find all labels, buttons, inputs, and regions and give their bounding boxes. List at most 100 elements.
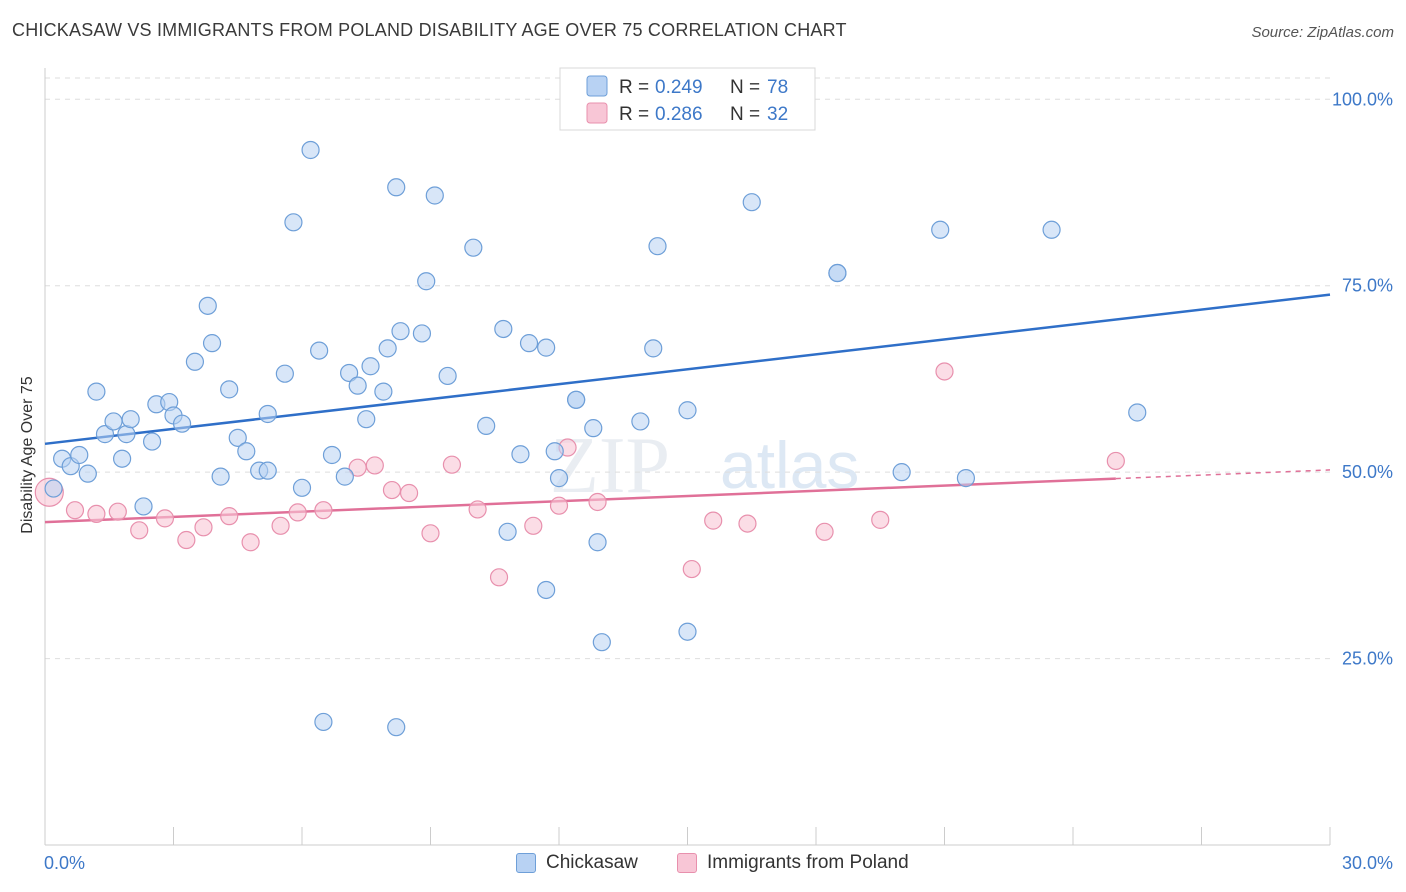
data-point [391, 322, 410, 341]
data-point [211, 467, 230, 486]
data-point [130, 521, 149, 540]
legend-n-value: 78 [767, 77, 788, 98]
data-point [374, 382, 393, 401]
bottom-legend: Chickasaw Immigrants from Poland [0, 852, 1406, 878]
data-point [284, 213, 303, 232]
data-point [399, 483, 419, 503]
data-point [185, 352, 205, 371]
data-point [44, 479, 63, 498]
x-tick-label: 30.0% [1342, 853, 1393, 873]
y-tick-label: 75.0% [1342, 276, 1393, 296]
data-point [738, 514, 757, 533]
data-point [87, 382, 106, 401]
data-point [537, 338, 556, 357]
data-point [425, 186, 444, 205]
data-point [301, 140, 320, 160]
axes [44, 68, 1331, 846]
data-point [228, 428, 247, 447]
y-tick-label: 25.0% [1342, 649, 1393, 669]
data-point [498, 522, 517, 541]
data-point [519, 334, 539, 353]
data-point [468, 500, 487, 519]
legend-r-label: R = [619, 104, 649, 125]
data-point [442, 455, 462, 474]
data-point [387, 718, 406, 737]
data-point [477, 416, 496, 436]
data-point [682, 559, 701, 579]
tick-labels: 25.0% 50.0% 75.0% 100.0% 0.0% 30.0% [44, 89, 1393, 873]
data-point [78, 464, 97, 483]
data-point [357, 410, 376, 429]
bottom-legend-item-poland: Immigrants from Poland [677, 852, 909, 874]
bottom-legend-label: Immigrants from Poland [707, 852, 909, 873]
data-point [241, 533, 260, 552]
data-point [194, 518, 213, 537]
data-point [288, 503, 307, 522]
data-point [935, 362, 954, 381]
data-point [365, 456, 384, 475]
data-point [588, 533, 607, 552]
data-point [956, 469, 976, 488]
legend-swatch-chickasaw [586, 75, 608, 97]
data-point [314, 712, 333, 732]
legend-n-label: N = [730, 77, 760, 98]
y-tick-label: 100.0% [1332, 89, 1393, 109]
swatch-chickasaw [516, 853, 536, 873]
data-point [588, 492, 607, 512]
data-point [87, 504, 106, 524]
data-point [742, 193, 761, 212]
data-point [198, 296, 217, 315]
data-point [95, 425, 115, 444]
data-point [65, 501, 85, 520]
data-point [417, 272, 436, 291]
data-point [104, 412, 123, 431]
data-point [648, 237, 667, 256]
data-point [438, 366, 457, 386]
data-point [828, 263, 847, 283]
legend: R = 0.249 N = 78 R = 0.286 N = 32 [559, 67, 816, 131]
data-point [335, 467, 354, 486]
data-point [584, 419, 603, 438]
data-point [177, 530, 196, 550]
data-point [121, 410, 140, 429]
data-point [202, 334, 222, 353]
x-tick-label: 0.0% [44, 853, 85, 873]
data-point [237, 442, 256, 461]
source-label: Source: ZipAtlas.com [1251, 24, 1394, 41]
data-point [382, 480, 402, 500]
data-point [1106, 451, 1125, 471]
data-point [549, 496, 569, 515]
data-point [511, 445, 530, 464]
bottom-legend-item-chickasaw: Chickasaw [516, 852, 638, 874]
data-point [155, 509, 175, 528]
data-point [310, 341, 329, 360]
data-point [378, 339, 397, 358]
data-point [292, 478, 312, 497]
trend-line-extension [1115, 469, 1331, 480]
data-point [592, 633, 611, 652]
legend-n-label: N = [730, 104, 760, 125]
data-point [258, 461, 277, 480]
swatch-poland [677, 853, 697, 873]
data-point [108, 502, 127, 521]
data-point [412, 324, 432, 343]
data-point [172, 414, 192, 433]
legend-r-label: R = [619, 77, 649, 98]
data-point [220, 507, 239, 526]
data-point [134, 497, 153, 516]
y-tick-label: 50.0% [1342, 462, 1393, 482]
data-point [704, 511, 723, 530]
data-point [361, 357, 380, 376]
chart-title: CHICKASAW VS IMMIGRANTS FROM POLAND DISA… [12, 20, 847, 40]
data-point [271, 516, 290, 535]
data-point [70, 445, 89, 465]
data-point [117, 425, 136, 444]
trend-line [44, 293, 1331, 446]
data-point [678, 401, 697, 420]
data-point [421, 524, 440, 543]
data-point [631, 412, 650, 431]
data-point [464, 238, 483, 257]
series-chickasaw [44, 90, 1147, 737]
data-point [258, 404, 277, 424]
